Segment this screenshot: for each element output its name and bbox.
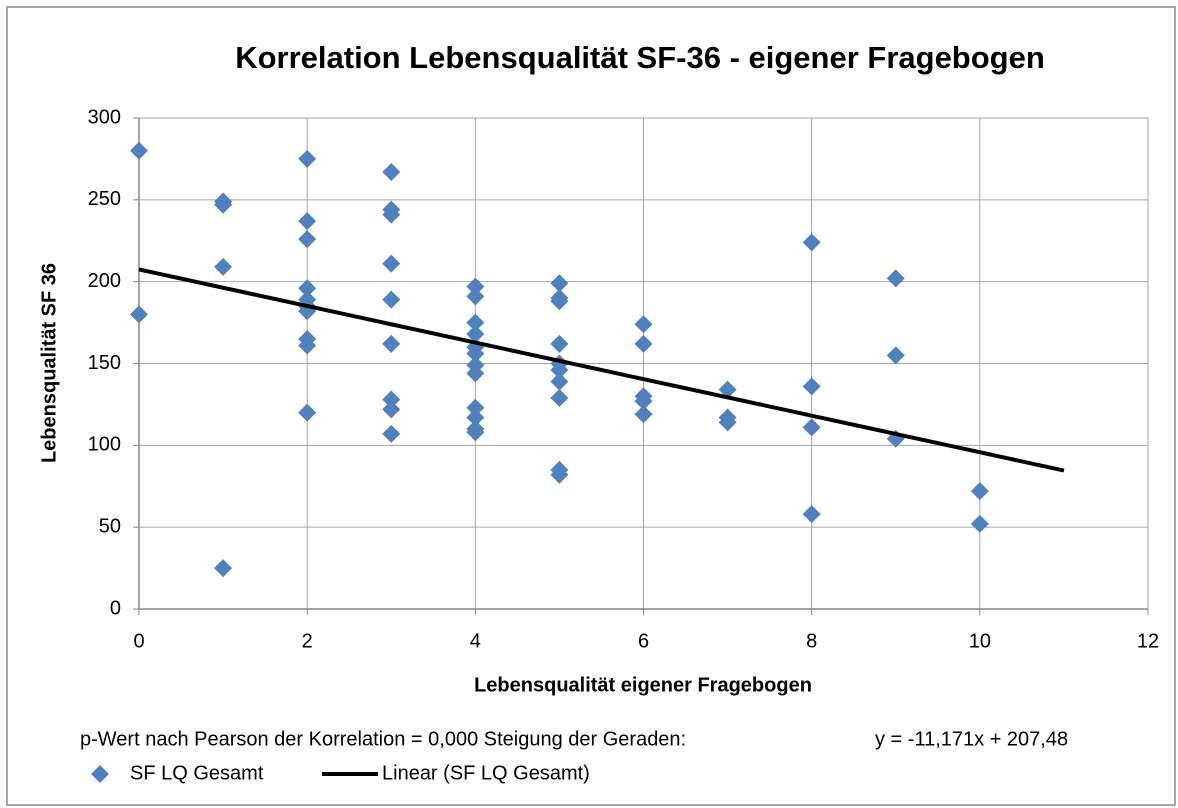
data-point xyxy=(382,424,401,443)
data-point xyxy=(382,163,401,182)
data-point xyxy=(550,388,569,407)
data-point xyxy=(718,380,737,399)
data-point xyxy=(382,400,401,419)
x-axis-label: Lebensqualität eigener Fragebogen xyxy=(474,674,812,696)
y-tick-label: 150 xyxy=(88,352,121,374)
data-point xyxy=(550,465,569,484)
y-tick-label: 200 xyxy=(88,270,121,292)
data-point xyxy=(550,274,569,293)
data-point xyxy=(466,344,485,363)
annotation: p-Wert nach Pearson der Korrelation = 0,… xyxy=(80,728,686,750)
data-point xyxy=(802,505,821,524)
data-point xyxy=(214,559,233,578)
data-point xyxy=(970,514,989,533)
data-point xyxy=(550,292,569,311)
data-point xyxy=(634,405,653,424)
chart-title: Korrelation Lebensqualität SF-36 - eigen… xyxy=(235,40,1045,75)
y-tick-label: 0 xyxy=(110,597,121,619)
data-point xyxy=(886,269,905,288)
y-axis-label: Lebensqualität SF 36 xyxy=(38,263,60,463)
data-point xyxy=(130,141,148,160)
data-point xyxy=(382,290,401,309)
data-point xyxy=(466,408,485,427)
data-point xyxy=(466,287,485,306)
data-point xyxy=(550,334,569,353)
data-point xyxy=(298,212,317,231)
x-tick-label: 10 xyxy=(969,630,991,652)
data-point xyxy=(466,364,485,383)
data-point xyxy=(802,418,821,437)
data-point xyxy=(718,413,737,432)
data-point xyxy=(466,423,485,442)
data-point xyxy=(802,233,821,252)
data-point xyxy=(298,336,317,355)
data-point xyxy=(634,334,653,353)
data-point xyxy=(130,305,148,324)
data-point xyxy=(298,149,317,168)
data-point xyxy=(298,403,317,422)
legend-label: Linear (SF LQ Gesamt) xyxy=(382,762,590,784)
data-point xyxy=(466,277,485,296)
x-tick-label: 6 xyxy=(638,630,649,652)
data-point xyxy=(466,398,485,417)
data-point xyxy=(382,334,401,353)
data-point xyxy=(634,315,653,334)
x-tick-label: 8 xyxy=(806,630,817,652)
data-point xyxy=(214,195,233,214)
data-point xyxy=(214,257,233,276)
data-point xyxy=(550,372,569,391)
legend-label: SF LQ Gesamt xyxy=(130,762,264,784)
y-tick-label: 300 xyxy=(88,106,121,128)
data-point xyxy=(466,325,485,344)
legend-marker xyxy=(91,765,109,783)
y-tick-label: 250 xyxy=(88,188,121,210)
data-point xyxy=(634,392,653,411)
x-tick-label: 2 xyxy=(302,630,313,652)
y-tick-label: 50 xyxy=(99,515,121,537)
data-point xyxy=(382,254,401,273)
trendline xyxy=(138,267,1065,473)
data-point xyxy=(802,377,821,396)
trendline-equation: y = -11,171x + 207,48 xyxy=(875,728,1068,750)
data-point xyxy=(298,230,317,249)
x-tick-label: 4 xyxy=(470,630,481,652)
data-point xyxy=(382,390,401,409)
data-point xyxy=(298,279,317,298)
y-tick-label: 100 xyxy=(88,434,121,456)
x-tick-label: 12 xyxy=(1137,630,1159,652)
data-point xyxy=(382,205,401,224)
x-tick-label: 0 xyxy=(133,630,144,652)
data-point xyxy=(466,313,485,332)
data-point xyxy=(886,346,905,365)
data-point xyxy=(970,482,989,501)
data-point xyxy=(550,361,569,380)
